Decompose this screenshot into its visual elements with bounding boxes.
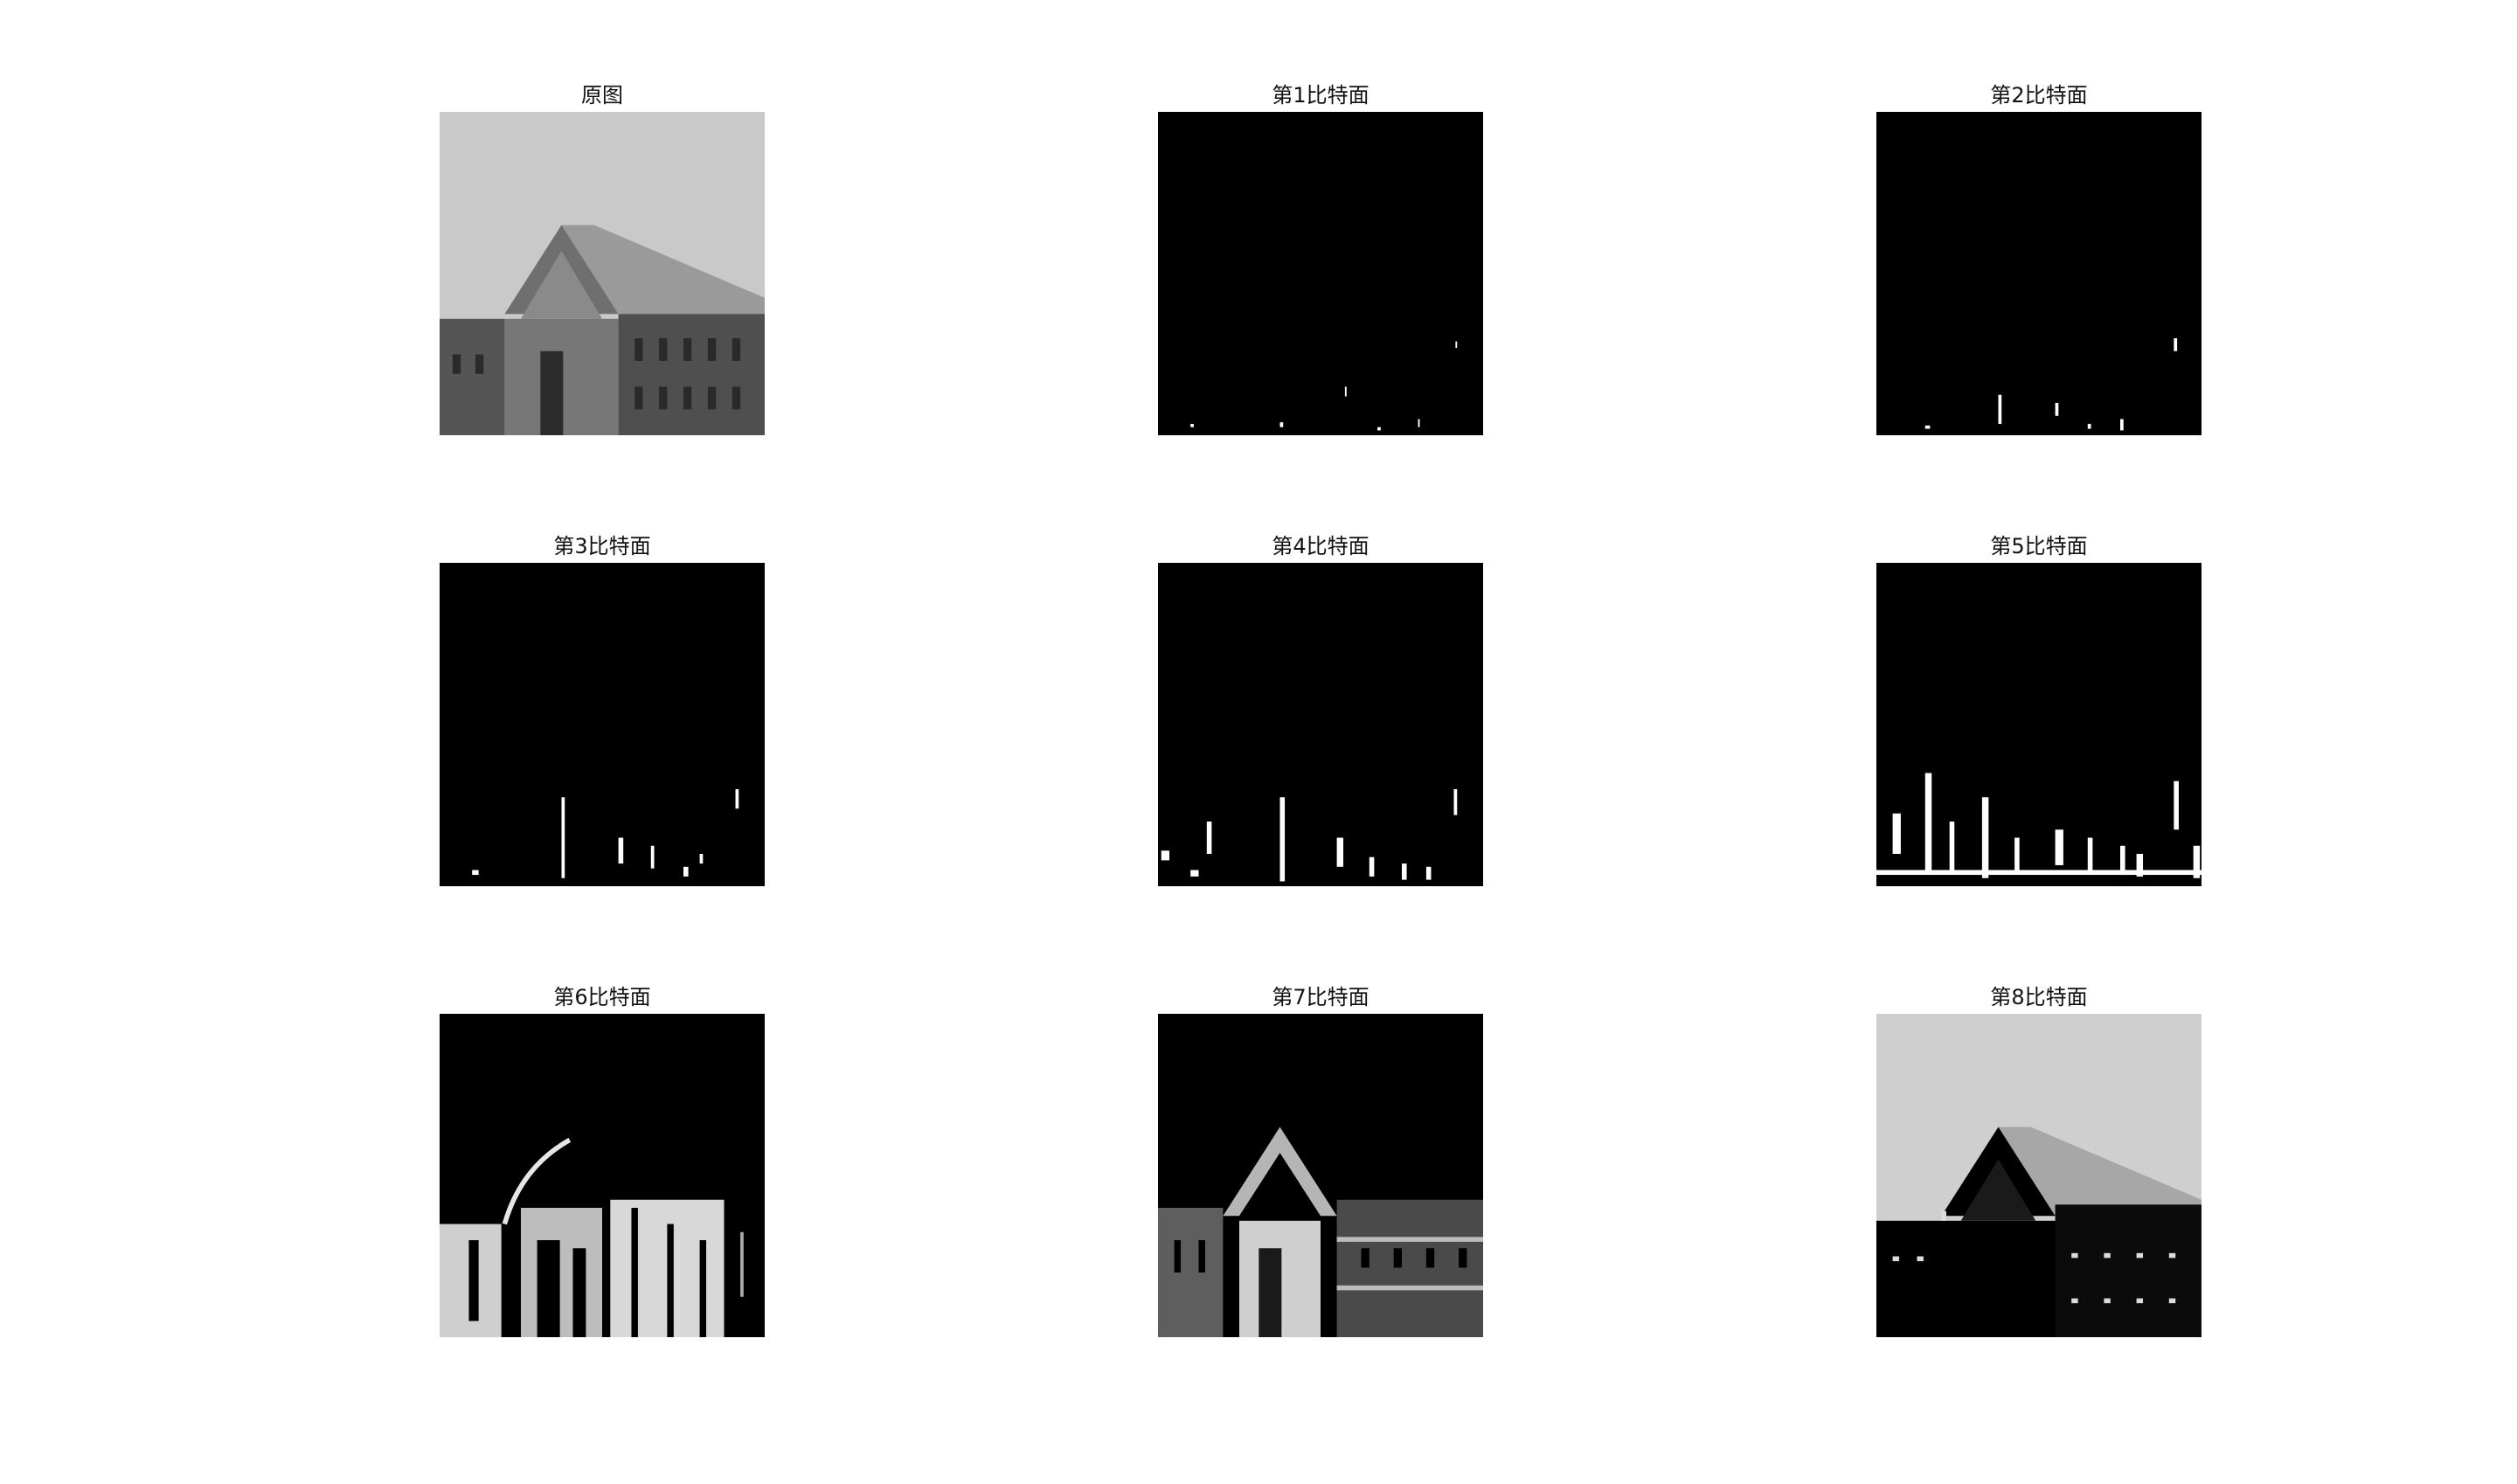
bitplane-4-image: [1158, 563, 1483, 886]
original-building-image: [440, 112, 765, 435]
bitplane-3-image: [440, 563, 765, 886]
panel-title: 第1比特面: [1272, 83, 1369, 107]
panel-title: 第4比特面: [1272, 534, 1369, 558]
bitplane-2-image: [1876, 112, 2202, 435]
panel-title: 第6比特面: [553, 985, 651, 1009]
bitplane-8-image: [1876, 1014, 2202, 1337]
panel-title: 原图: [581, 83, 623, 107]
panel-title: 第3比特面: [553, 534, 651, 558]
bitplane-7-image: [1158, 1014, 1483, 1337]
panel-title: 第8比特面: [1990, 985, 2088, 1009]
bitplane-6-image: [440, 1014, 765, 1337]
panel-title: 第7比特面: [1272, 985, 1369, 1009]
panel-title: 第5比特面: [1990, 534, 2088, 558]
bitplane-5-image: [1876, 563, 2202, 886]
panel-title: 第2比特面: [1990, 83, 2088, 107]
bitplane-1-image: [1158, 112, 1483, 435]
